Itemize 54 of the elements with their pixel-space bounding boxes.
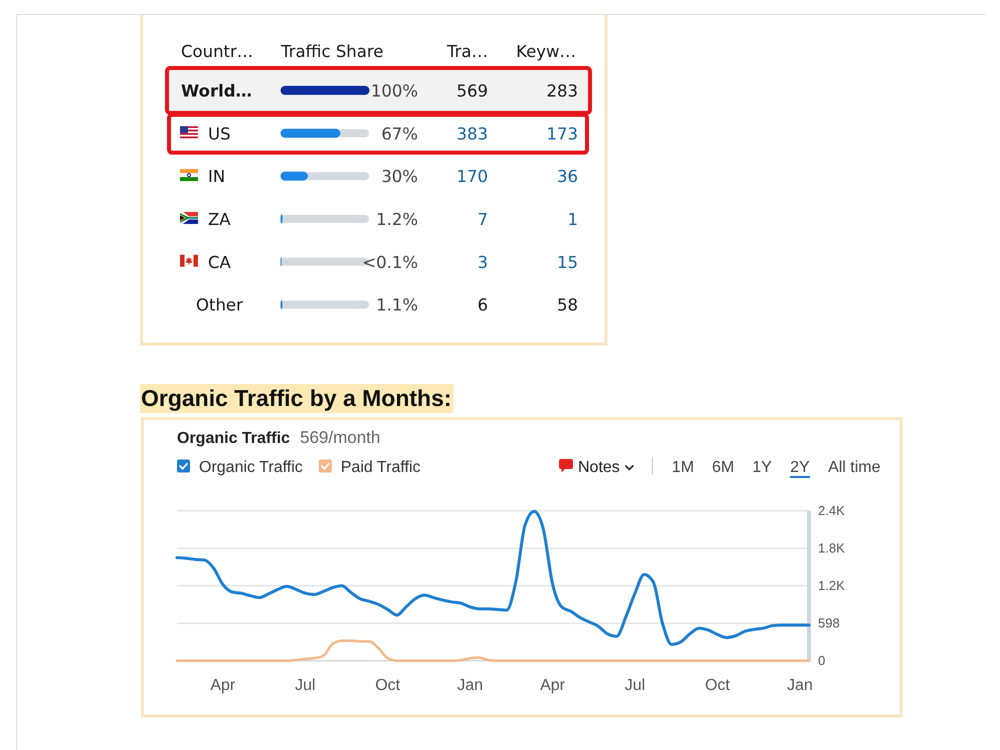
x-tick-label: Apr <box>540 677 566 694</box>
text: 58 <box>557 296 578 315</box>
y-tick-label: CA <box>208 252 232 272</box>
data-label: <0.1% <box>362 252 418 272</box>
text: 1Y <box>752 459 772 476</box>
line-series <box>176 639 810 662</box>
text: Notes <box>578 459 620 476</box>
text: 36 <box>557 167 578 186</box>
data-label: 1.2% <box>376 210 418 229</box>
text: 15 <box>557 252 578 272</box>
text: 170 <box>456 167 488 186</box>
y-tick-label: 598 <box>818 615 840 630</box>
text: 569/month <box>300 428 380 447</box>
y-tick-label: 1.8K <box>818 540 846 556</box>
x-tick-label: Jul <box>624 677 646 694</box>
data-label: 30% <box>381 167 418 186</box>
text: All time <box>828 459 881 476</box>
y-tick-label: World… <box>181 81 252 100</box>
text: 6M <box>712 459 734 476</box>
y-tick-label: Other <box>196 296 244 315</box>
text: 7 <box>478 210 488 229</box>
x-tick-label: Oct <box>704 677 730 694</box>
legend-label: Organic Traffic <box>199 459 303 476</box>
y-tick-label: 0 <box>818 652 826 668</box>
text: 283 <box>546 81 578 100</box>
x-tick-label: Jan <box>457 677 483 694</box>
text: 6 <box>478 296 488 315</box>
data-label: 100% <box>370 81 418 100</box>
line-series <box>176 510 810 646</box>
text: 173 <box>546 124 578 144</box>
text: 1M <box>672 459 694 476</box>
text: 2Y <box>790 459 810 476</box>
y-tick-label: ZA <box>208 210 232 229</box>
y-tick-label: US <box>208 124 231 144</box>
y-tick-label: IN <box>208 167 226 186</box>
text: 569 <box>456 81 488 100</box>
legend-label: Paid Traffic <box>340 459 420 476</box>
text: Tra… <box>446 42 488 61</box>
x-tick-label: Jul <box>295 677 316 694</box>
data-label: 67% <box>381 124 418 144</box>
text: 3 <box>478 252 488 272</box>
x-axis-title: Traffic Share <box>280 42 384 61</box>
chart-subtitle: Organic Traffic <box>177 430 290 447</box>
y-tick-label: 2.4K <box>818 502 846 518</box>
data-label: 1.1% <box>376 296 418 315</box>
x-tick-label: Oct <box>375 677 401 694</box>
y-tick-label: 1.2K <box>818 578 846 593</box>
y-axis-title: Countr… <box>181 42 254 61</box>
x-tick-label: Apr <box>210 677 236 694</box>
text: 383 <box>456 124 488 144</box>
bar <box>280 86 370 95</box>
text: 1 <box>568 210 578 229</box>
x-tick-label: Jan <box>786 677 813 694</box>
text: Keyw… <box>516 42 576 61</box>
